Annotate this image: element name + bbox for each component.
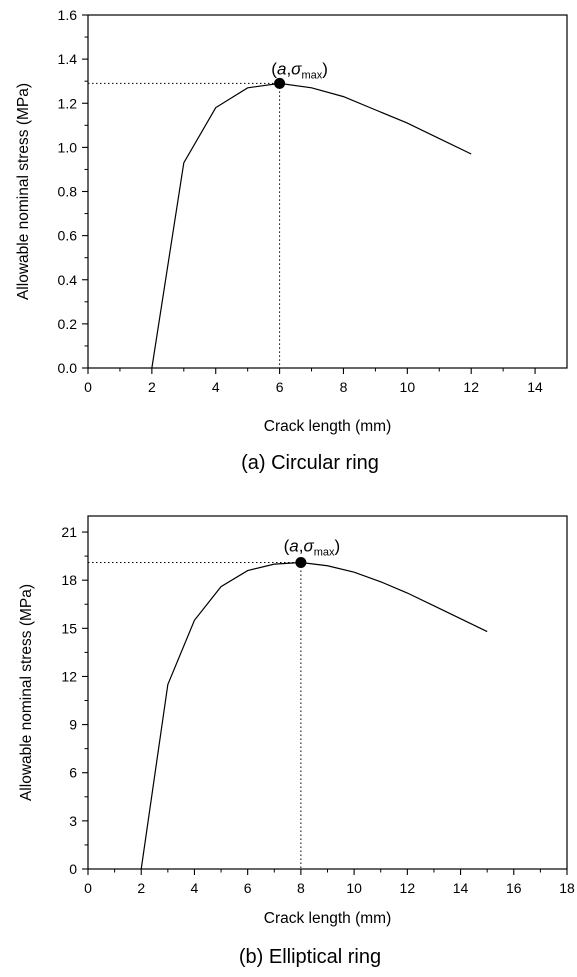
x-tick-label: 8 — [340, 379, 348, 395]
y-axis-title-b: Allowable nominal stress (MPa) — [18, 584, 35, 801]
y-tick-label: 0.6 — [58, 228, 78, 244]
peak-annotation-a: (a,σmax) — [271, 59, 328, 81]
x-tick-label: 10 — [400, 379, 416, 395]
ann-sigma: σ — [303, 537, 314, 556]
y-tick-label: 1.4 — [58, 51, 78, 67]
x-tick-label: 14 — [453, 880, 469, 896]
y-tick-label: 0.8 — [58, 184, 78, 200]
ann-sigma: σ — [291, 59, 302, 78]
ann-comma: , — [299, 537, 304, 556]
x-axis-ticks-a: 0 2 4 6 8 10 12 14 — [84, 368, 543, 395]
ann-paren-close: ) — [322, 59, 328, 78]
y-tick-label: 21 — [61, 524, 77, 540]
peak-annotation-b: (a,σmax) — [284, 537, 341, 559]
ann-a: a — [289, 537, 298, 556]
x-tick-label: 6 — [244, 880, 252, 896]
ann-sub: max — [314, 547, 335, 559]
x-tick-label: 8 — [297, 880, 305, 896]
ann-comma: , — [286, 59, 291, 78]
ann-sub: max — [301, 69, 322, 81]
plot-frame-b — [87, 515, 568, 870]
y-axis-title-a: Allowable nominal stress (MPa) — [15, 83, 32, 300]
y-tick-label: 3 — [69, 813, 77, 829]
y-tick-label: 0 — [69, 861, 77, 877]
stress-curve-b — [140, 561, 488, 870]
peak-marker-b — [295, 557, 307, 569]
y-axis-ticks-a: 0.0 0.2 0.4 0.6 0.8 1.0 1.2 1.4 1.6 — [58, 7, 88, 376]
ann-a: a — [277, 59, 286, 78]
peak-marker-a — [274, 77, 286, 89]
panel-circular-ring: 0 2 4 6 8 10 12 14 0.00.20.40.60.81.01.21.41.6 … — [15, 7, 568, 474]
y-tick-label: 0.2 — [58, 316, 78, 332]
y-tick-label: 6 — [69, 765, 77, 781]
x-tick-label: 0 — [84, 379, 92, 395]
y-tick-label: 18 — [61, 572, 77, 588]
y-tick-label: 1.0 — [58, 139, 78, 155]
panel-elliptical-ring: 0 2 4 6 8 10 12 14 16 18 0 3 6 9 12 15 18 21 (a,σmax) Cr… — [18, 515, 575, 968]
x-tick-label: 6 — [276, 379, 284, 395]
x-tick-label: 2 — [137, 880, 145, 896]
y-tick-label: 15 — [61, 620, 77, 636]
y-axis-ticks-b: 0 3 6 9 12 15 18 21 — [61, 524, 88, 877]
x-tick-label: 14 — [527, 379, 543, 395]
x-axis-title-a: Crack length (mm) — [264, 418, 391, 435]
caption-a: (a) Circular ring — [241, 452, 379, 474]
x-tick-label: 4 — [212, 379, 220, 395]
x-axis-title-b: Crack length (mm) — [264, 910, 391, 927]
y-tick-label: 12 — [61, 668, 77, 684]
x-axis-ticks-b: 0 2 4 6 8 10 12 14 16 18 — [84, 869, 575, 896]
guide-lines-b — [88, 562, 302, 869]
x-tick-label: 0 — [84, 880, 92, 896]
stress-curve-a — [151, 82, 472, 369]
y-tick-label: 9 — [69, 717, 77, 733]
y-tick-label: 1.6 — [58, 7, 78, 23]
y-tick-label: 0.4 — [58, 272, 78, 288]
ann-paren-open: ( — [271, 59, 277, 78]
x-tick-label: 12 — [463, 379, 479, 395]
x-tick-label: 12 — [400, 880, 416, 896]
y-tick-label: 0.0 — [58, 360, 78, 376]
x-tick-label: 10 — [346, 880, 362, 896]
x-tick-label: 16 — [506, 880, 522, 896]
y-tick-label: 1.2 — [58, 95, 78, 111]
guide-lines-a — [88, 82, 281, 368]
ann-paren-close: ) — [335, 537, 341, 556]
x-tick-label: 18 — [559, 880, 575, 896]
caption-b: (b) Elliptical ring — [239, 946, 381, 968]
x-tick-label: 2 — [148, 379, 156, 395]
x-tick-label: 4 — [191, 880, 199, 896]
ann-paren-open: ( — [284, 537, 290, 556]
